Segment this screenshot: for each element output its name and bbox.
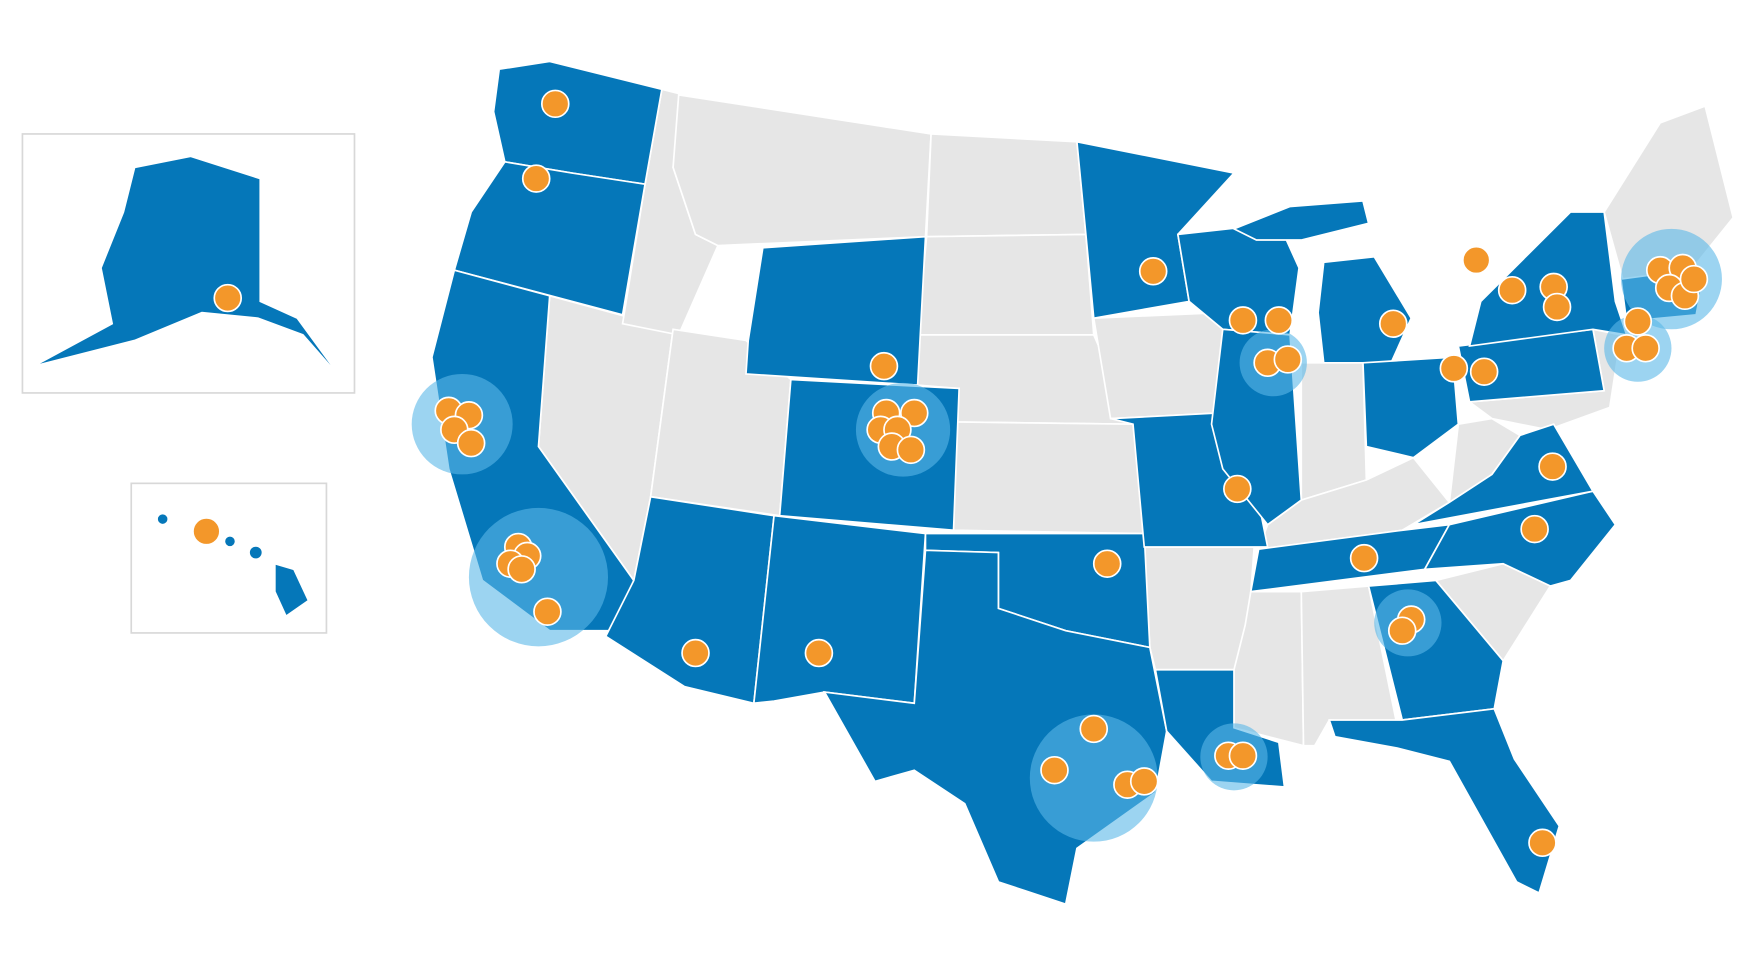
hawaii — [273, 562, 310, 618]
location-dot — [1461, 245, 1491, 275]
alaska-box — [21, 133, 356, 394]
location-dot — [804, 638, 834, 668]
location-dot — [1528, 828, 1557, 858]
montana — [672, 93, 932, 247]
location-dot — [1469, 357, 1499, 386]
location-dot — [507, 555, 536, 584]
location-dot — [1092, 549, 1122, 578]
location-dot — [540, 89, 570, 119]
location-dot — [681, 638, 710, 668]
ohio — [1362, 356, 1460, 459]
halo — [1029, 714, 1158, 842]
halo — [468, 507, 609, 647]
north-dakota — [925, 133, 1087, 238]
new-mexico — [752, 514, 927, 705]
location-dot — [1497, 276, 1527, 305]
virginia — [1413, 423, 1595, 526]
location-dot — [1679, 264, 1709, 294]
location-dot — [521, 164, 551, 193]
hawaii-island — [248, 545, 264, 561]
insets — [21, 133, 356, 634]
halos — [411, 228, 1722, 842]
south-dakota — [916, 233, 1095, 336]
north-carolina — [1423, 490, 1617, 587]
hawaii-box — [130, 482, 328, 634]
location-dot — [1542, 292, 1572, 322]
location-dot — [533, 597, 562, 626]
location-dot — [456, 428, 486, 458]
indiana — [1300, 361, 1368, 502]
location-dot — [1273, 345, 1303, 374]
location-dot — [1378, 309, 1408, 338]
location-dot — [213, 283, 243, 313]
location-dot — [1129, 767, 1159, 796]
location-dot — [1520, 514, 1549, 544]
location-dot — [1228, 741, 1258, 770]
hawaii-island — [156, 512, 170, 526]
florida — [1328, 707, 1561, 895]
location-dot — [192, 517, 221, 546]
alaska — [33, 155, 343, 381]
michigan — [1317, 255, 1413, 364]
location-dot — [1223, 474, 1252, 504]
oregon — [453, 160, 647, 316]
location-dot — [896, 435, 926, 465]
locations — [192, 89, 1709, 858]
location-dot — [1387, 616, 1417, 645]
arkansas — [1143, 546, 1256, 671]
location-dot — [1138, 257, 1168, 286]
location-dot — [1439, 354, 1469, 383]
michigan-upper — [1231, 200, 1370, 241]
location-dot — [1349, 543, 1379, 573]
location-dot — [1264, 306, 1294, 335]
location-dot — [1079, 714, 1109, 744]
location-dot — [1623, 307, 1653, 336]
location-dot — [869, 351, 899, 381]
wyoming — [745, 235, 927, 387]
kansas — [952, 421, 1146, 535]
location-dot — [1538, 452, 1567, 481]
location-dot — [1631, 334, 1660, 363]
location-dot — [1040, 756, 1069, 785]
hawaii-island — [223, 534, 237, 548]
location-dot — [1228, 306, 1258, 335]
